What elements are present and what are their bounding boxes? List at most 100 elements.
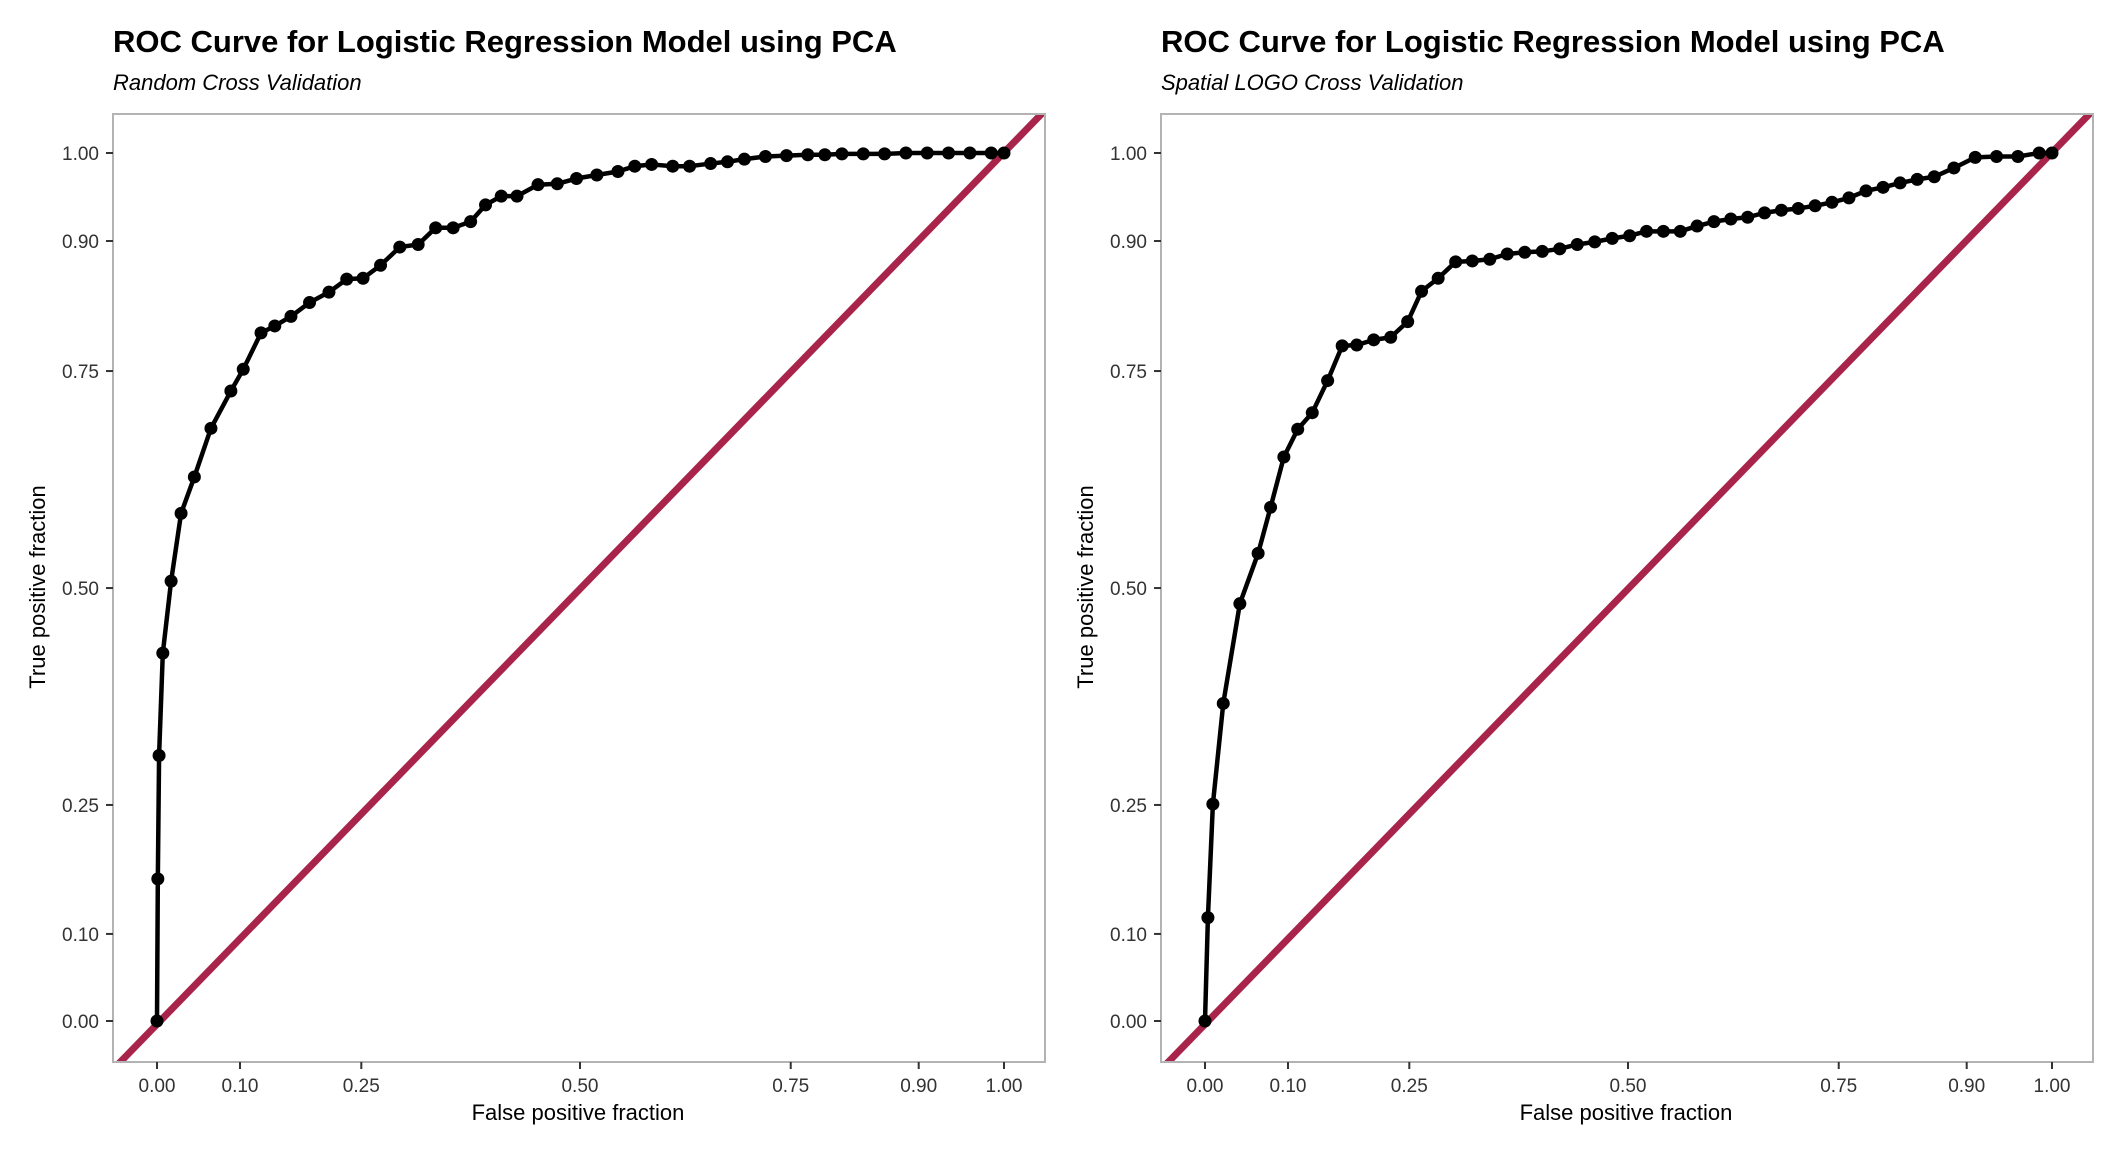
roc-point [835,147,849,161]
roc-point [1216,696,1230,710]
roc-point [1859,184,1873,198]
roc-point [1201,911,1215,925]
roc-point [1465,254,1479,268]
x-tick-label: 1.00 [986,1076,1023,1097]
x-tick-label: 0.50 [561,1076,598,1097]
roc-point [1774,203,1788,217]
roc-point [1968,150,1982,164]
chart-subtitle: Random Cross Validation [113,70,362,95]
roc-point [1483,252,1497,266]
y-tick-label: 0.10 [62,925,99,946]
roc-point [151,872,165,886]
y-tick-label: 0.25 [1110,796,1147,817]
y-tick-label: 0.10 [1110,925,1147,946]
roc-point [942,146,956,160]
roc-point [1842,191,1856,205]
y-tick-label: 0.75 [1110,362,1147,383]
roc-point [1990,150,2004,164]
roc-point [645,157,659,171]
roc-point [1206,797,1220,811]
roc-point [1264,500,1278,514]
roc-point [340,272,354,286]
y-tick-label: 0.25 [62,796,99,817]
roc-point [818,148,832,162]
roc-point [704,157,718,171]
y-tick-label: 0.75 [62,362,99,383]
roc-point [1401,315,1415,329]
roc-point [446,221,460,235]
roc-point [1449,255,1463,269]
roc-point [1233,597,1247,611]
roc-point [1707,215,1721,229]
roc-point [531,178,545,192]
y-axis-label: True positive fraction [25,485,50,688]
roc-point [666,159,680,173]
roc-point [2045,146,2059,160]
roc-point [683,159,697,173]
roc-point [152,748,166,762]
roc-point [1518,245,1532,259]
roc-point [174,506,188,520]
roc-point [628,159,642,173]
roc-point [268,319,282,333]
roc-point [1335,339,1349,353]
roc-point [920,146,934,160]
roc-point [204,421,218,435]
roc-point [963,146,977,160]
roc-point [758,150,772,164]
roc-point [780,149,794,163]
chart-subtitle: Spatial LOGO Cross Validation [1161,70,1463,95]
reference-diagonal-line [1163,114,2093,1062]
chart-title: ROC Curve for Logistic Regression Model … [1161,24,1945,59]
roc-point [164,574,178,588]
roc-point [284,309,298,323]
roc-point [1367,333,1381,347]
roc-point [1588,235,1602,249]
roc-point [1384,330,1398,344]
roc-point [356,271,370,285]
y-tick-label: 0.00 [1110,1012,1147,1033]
roc-point [590,168,604,182]
roc-point [1808,199,1822,213]
y-tick-label: 1.00 [62,144,99,165]
x-axis-label: False positive fraction [472,1100,685,1125]
roc-point [1251,546,1265,560]
roc-point [236,362,250,376]
roc-point [1605,231,1619,245]
y-tick-label: 0.90 [1110,232,1147,253]
y-tick-label: 0.50 [1110,579,1147,600]
x-tick-label: 0.90 [900,1076,937,1097]
roc-point [374,258,388,272]
roc-point [1927,170,1941,184]
x-tick-label: 0.10 [1270,1076,1307,1097]
y-tick-label: 0.50 [62,579,99,600]
roc-point [997,146,1011,160]
roc-point [1305,406,1319,420]
roc-point [1623,229,1637,243]
roc-point [1758,206,1772,220]
roc-point [1741,210,1755,224]
roc-point [429,221,443,235]
roc-point [737,152,751,166]
roc-point [1570,237,1584,251]
roc-point [464,215,478,229]
roc-panel-spatial-logo: ROC Curve for Logistic Regression Model … [1073,24,2094,1125]
roc-point [1825,195,1839,209]
roc-point [1791,201,1805,215]
roc-point [1350,338,1364,352]
x-tick-label: 1.00 [2034,1076,2071,1097]
roc-point [393,240,407,254]
roc-point [1910,172,1924,186]
x-tick-label: 0.10 [222,1076,259,1097]
roc-point [303,296,317,310]
roc-point [187,470,201,484]
roc-point [801,148,815,162]
x-tick-label: 0.00 [139,1076,176,1097]
roc-point [494,189,508,203]
roc-point [1673,224,1687,238]
x-tick-label: 0.00 [1187,1076,1224,1097]
roc-point [878,147,892,161]
roc-point [1640,224,1654,238]
roc-point [1321,374,1335,388]
